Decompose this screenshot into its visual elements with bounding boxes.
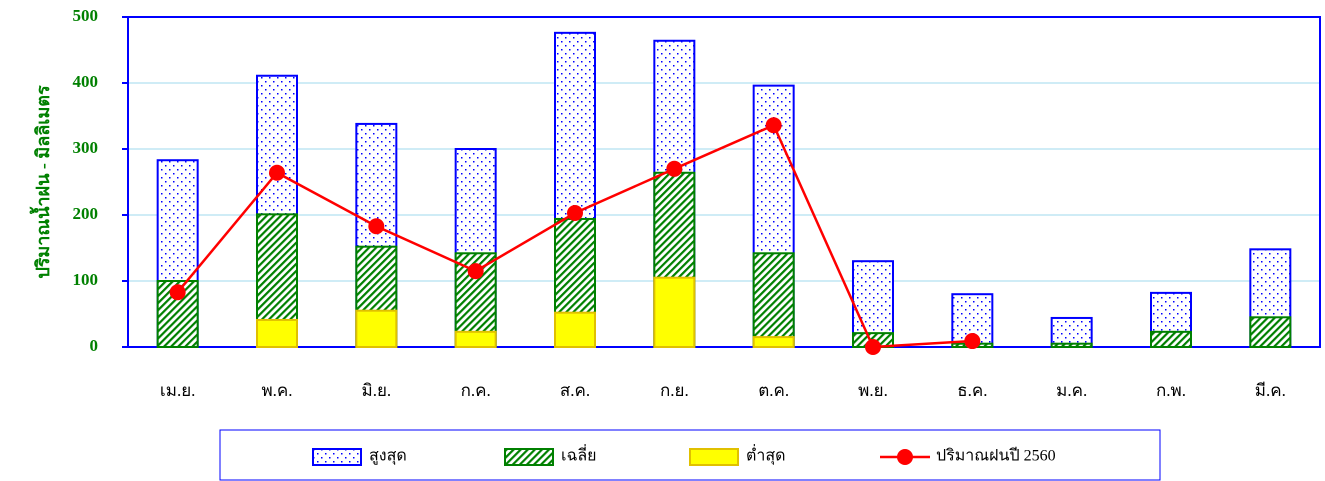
x-tick-label: พ.ย. [858, 381, 888, 400]
line-point [765, 117, 782, 134]
line-point [169, 284, 186, 301]
legend-swatch [689, 448, 739, 466]
y-tick-label: 400 [73, 72, 99, 91]
bar [454, 330, 497, 349]
x-tick-label: เม.ย. [160, 381, 195, 400]
bar [1050, 316, 1093, 348]
x-tick-label: ก.พ. [1156, 381, 1186, 400]
legend-label: สูงสุด [369, 448, 407, 466]
x-tick-label: ม.ค. [1056, 381, 1087, 400]
legend-swatch [312, 448, 362, 466]
y-tick-label: 300 [73, 138, 99, 157]
bar [752, 336, 795, 349]
y-tick-label: 500 [73, 6, 99, 25]
y-tick-label: 0 [90, 336, 99, 355]
legend-swatch [897, 449, 913, 465]
plot-frame [127, 16, 1321, 348]
line-point [467, 263, 484, 280]
legend-label: เฉลี่ย [561, 444, 597, 465]
bar [1249, 316, 1292, 348]
bar [1050, 342, 1093, 349]
x-tick-label: พ.ค. [261, 381, 292, 400]
x-tick-label: ก.ค. [461, 381, 491, 400]
bar [653, 276, 696, 349]
bar [355, 309, 398, 349]
legend-label: ต่ำสุด [746, 444, 786, 466]
x-tick-label: ธ.ค. [957, 381, 987, 400]
bar [752, 252, 795, 348]
line-point [269, 164, 285, 181]
bar [1150, 330, 1192, 349]
line-point [368, 218, 385, 235]
x-tick-label: ส.ค. [560, 381, 590, 400]
bar [256, 318, 298, 349]
line-point [865, 339, 881, 355]
x-tick-label: มิ.ย. [361, 381, 391, 400]
line-point [666, 160, 683, 177]
line-point [567, 205, 583, 222]
bar [554, 311, 596, 348]
line-point [964, 333, 981, 350]
legend-swatch [504, 448, 554, 466]
x-tick-label: ต.ค. [758, 381, 789, 400]
x-tick-label: มี.ค. [1255, 381, 1286, 400]
y-axis-title: ปริมาณน้ำฝน - มิลลิเมตร [29, 85, 53, 279]
y-tick-label: 100 [73, 270, 99, 289]
legend-label: ปริมาณฝนปี 2560 [936, 447, 1056, 465]
y-tick-label: 200 [73, 204, 99, 223]
x-tick-label: ก.ย. [660, 381, 689, 400]
